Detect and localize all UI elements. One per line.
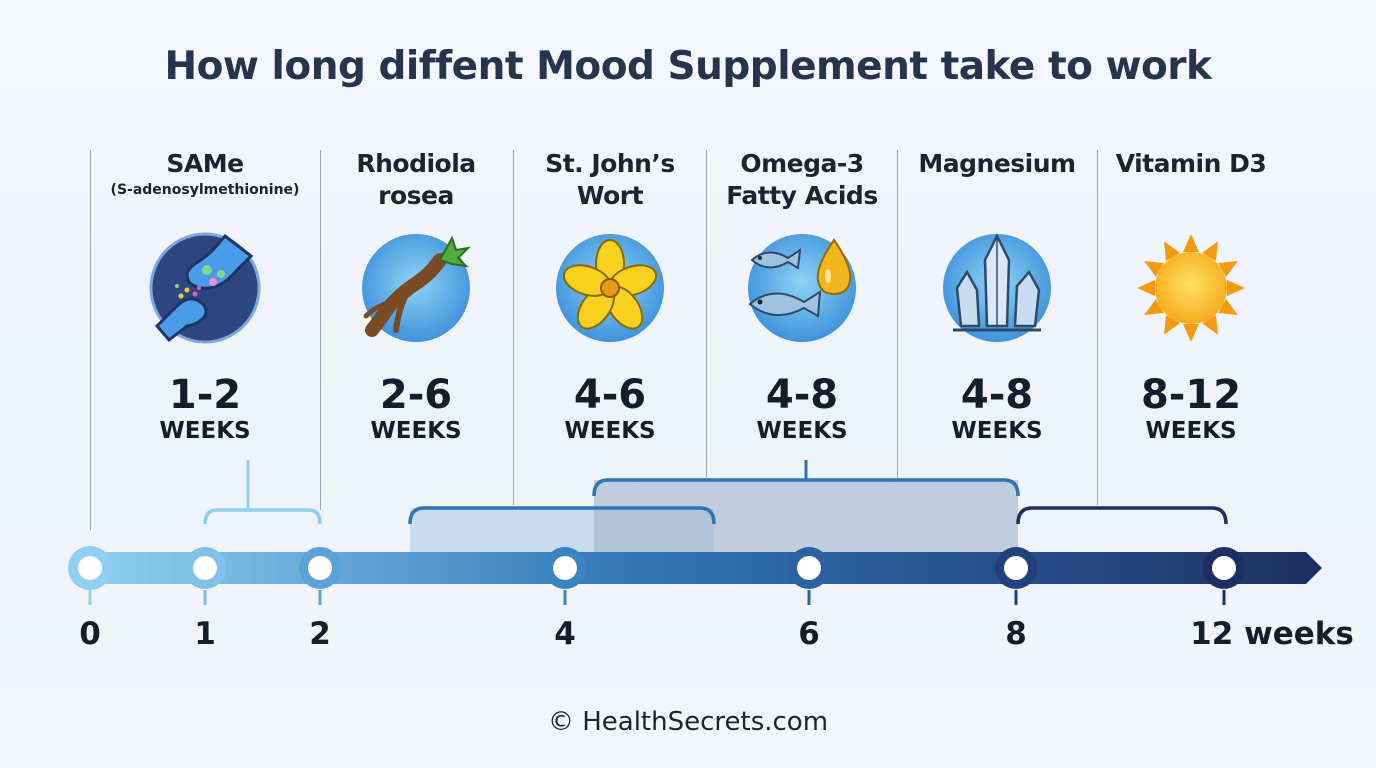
- timeline-bar: [90, 552, 1322, 584]
- root-plant-icon: [358, 230, 474, 346]
- supplement-column-magnesium: Magnesium 4-8 WEEKS: [897, 148, 1097, 444]
- duration-range: 1-2: [168, 372, 242, 418]
- axis-tick-label: 8: [1005, 616, 1027, 652]
- column-divider: [897, 150, 898, 480]
- supplement-name: St. John’s: [545, 149, 675, 178]
- axis-tick-label: 1: [194, 616, 216, 652]
- column-divider: [706, 150, 707, 480]
- axis-tick-label: 0: [79, 616, 101, 652]
- bracket-same: [203, 508, 322, 525]
- duration-range: 8-12: [1140, 372, 1242, 418]
- bracket-rhodiola: [408, 506, 716, 525]
- supplement-column-rhodiola: Rhodiola rosea 2-6 WEEKS: [316, 148, 516, 444]
- column-divider: [513, 150, 514, 505]
- duration-unit: WEEKS: [159, 418, 251, 444]
- supplement-column-omega-3: Omega-3 Fatty Acids 4-8 WEEKS: [702, 148, 902, 444]
- supplement-name: Omega-3: [740, 149, 864, 178]
- axis-tick-label: 6: [798, 616, 820, 652]
- supplement-name: SAMe: [166, 149, 244, 178]
- duration-unit: WEEKS: [951, 418, 1043, 444]
- supplement-column-same: SAMe (S-adenosylmethionine) 1-2 WEEKS: [105, 148, 305, 444]
- duration-unit: WEEKS: [756, 418, 848, 444]
- duration-range: 4-8: [960, 372, 1034, 418]
- column-divider: [320, 150, 321, 510]
- range-box-omega-magnesium: [594, 480, 1018, 552]
- supplement-column-vitamin-d3: Vitamin D3 8-12 WEEKS: [1091, 148, 1291, 444]
- supplement-name: Vitamin D3: [1115, 149, 1267, 178]
- bracket-vitamin-d3: [1016, 506, 1228, 525]
- neuron-synapse-icon: [147, 230, 263, 346]
- duration-range: 4-8: [765, 372, 839, 418]
- supplement-subtitle: (S-adenosylmethionine): [110, 182, 300, 198]
- axis-tick-label: 2: [309, 616, 331, 652]
- duration-range: 2-6: [379, 372, 453, 418]
- column-divider: [1097, 150, 1098, 505]
- supplement-column-st-johns-wort: St. John’s Wort 4-6 WEEKS: [510, 148, 710, 444]
- duration-unit: WEEKS: [1145, 418, 1237, 444]
- fish-oil-icon: [744, 230, 860, 346]
- supplement-name-line2: rosea: [378, 181, 454, 210]
- sun-icon: [1133, 230, 1249, 346]
- axis-tick-label: 12 weeks: [1190, 616, 1354, 652]
- supplement-name-line2: Fatty Acids: [726, 181, 878, 210]
- duration-unit: WEEKS: [564, 418, 656, 444]
- axis-tick-label: 4: [554, 616, 576, 652]
- page-title: How long diffent Mood Supplement take to…: [164, 44, 1212, 89]
- supplement-name: Magnesium: [918, 149, 1076, 178]
- supplement-name-line2: Wort: [576, 181, 644, 210]
- yellow-flower-icon: [552, 230, 668, 346]
- duration-range: 4-6: [573, 372, 647, 418]
- crystal-icon: [939, 230, 1055, 346]
- copyright-footer: © HealthSecrets.com: [547, 707, 829, 737]
- supplement-name: Rhodiola: [356, 149, 476, 178]
- column-divider: [90, 150, 91, 530]
- duration-unit: WEEKS: [370, 418, 462, 444]
